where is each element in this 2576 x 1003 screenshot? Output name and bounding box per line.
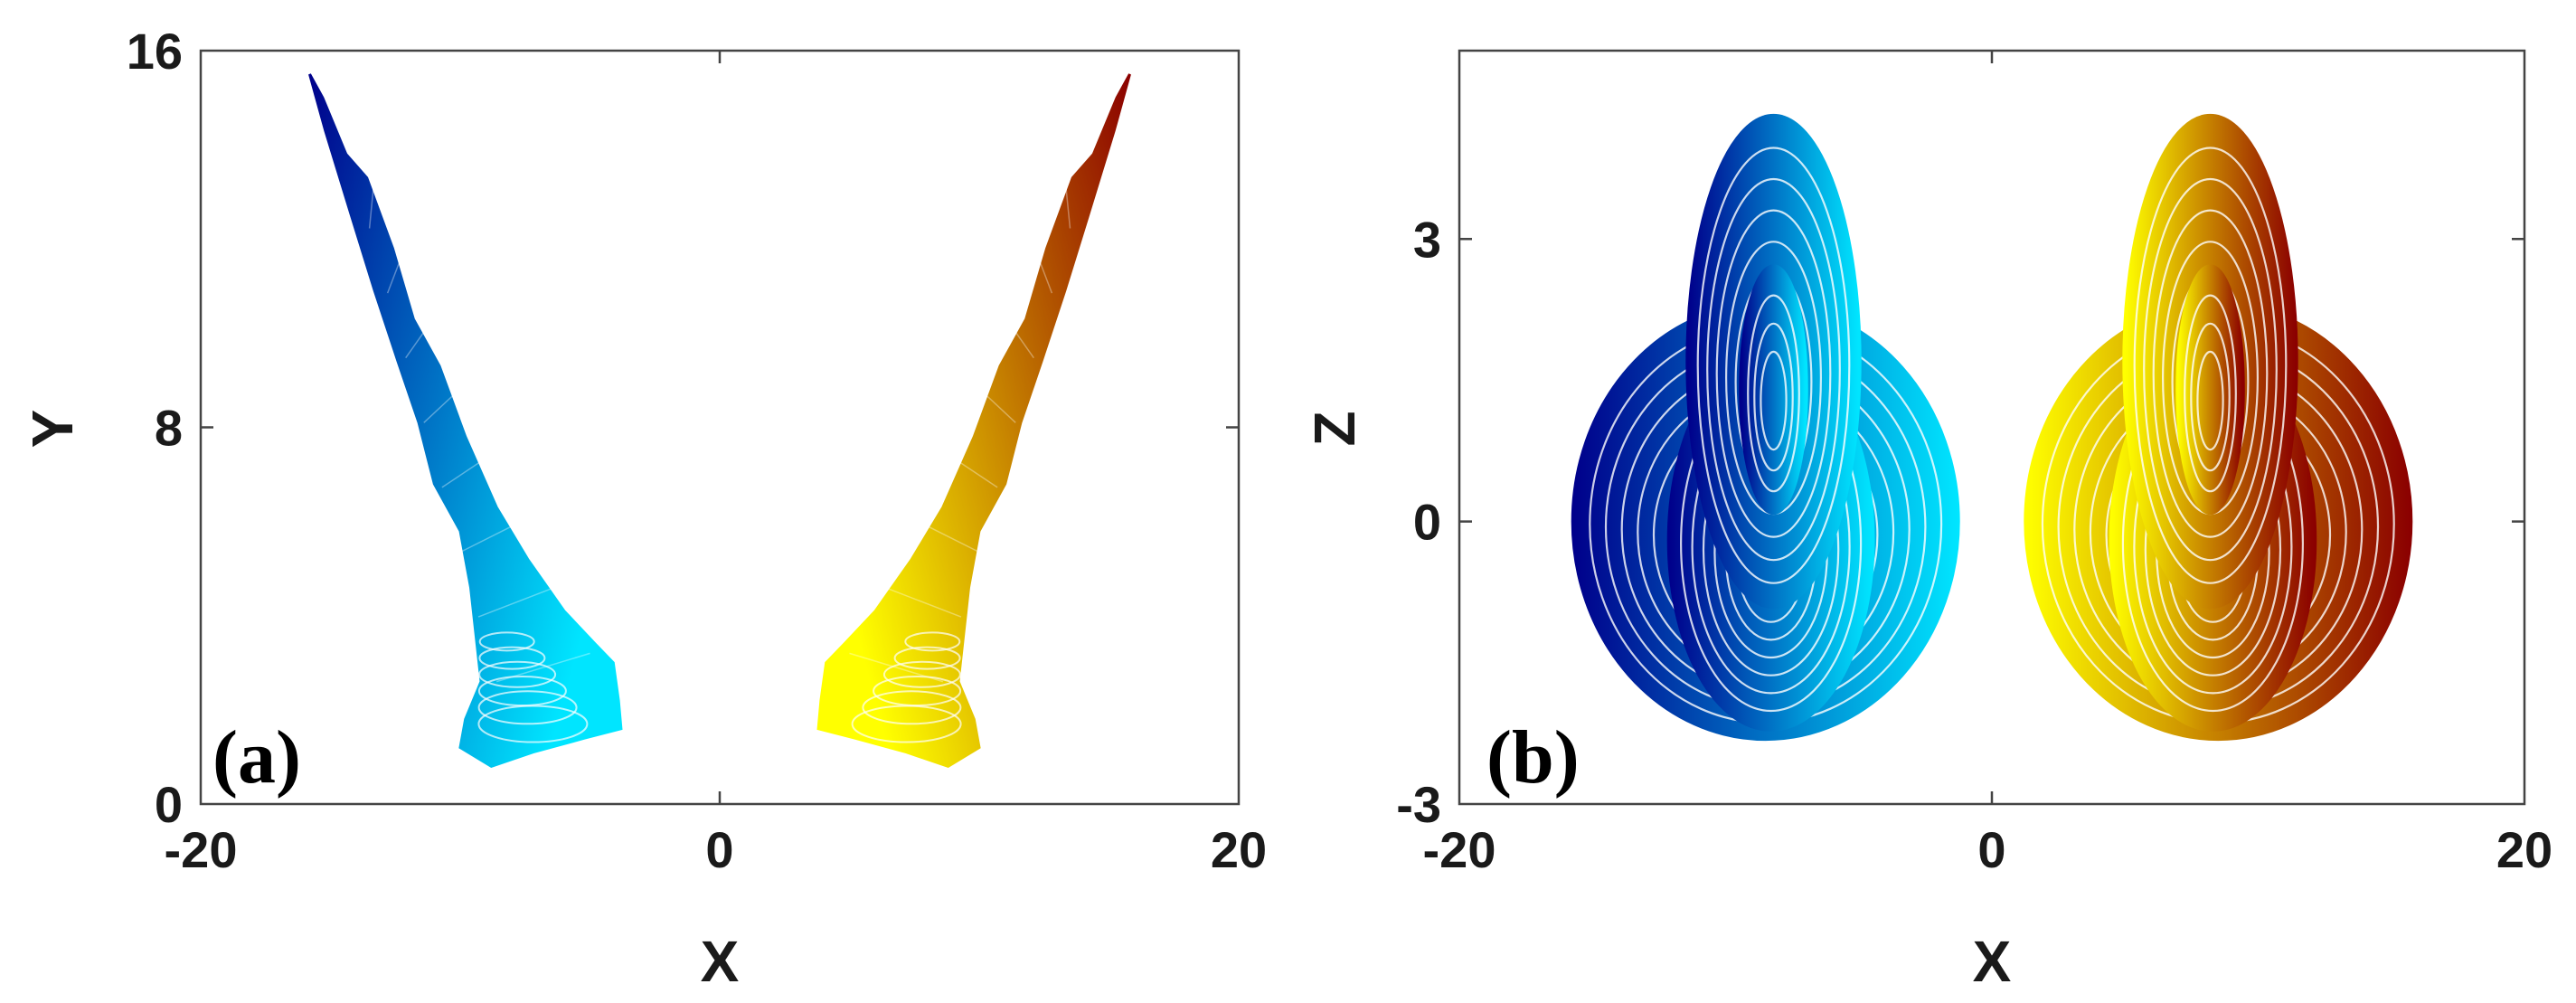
panel-b-orbit-ring (1715, 209, 1832, 538)
panel-b-attractor-left (1571, 113, 1960, 742)
panel-b-orbit-ring (1706, 177, 1841, 562)
panel-a-ytick-label: 8 (155, 400, 183, 457)
panel-b-orbit-ring (2143, 177, 2278, 562)
panel-a-streak (368, 179, 375, 229)
panel-a-series (308, 73, 1131, 769)
panel-b-orbit (1739, 264, 1808, 516)
panel-a-loop (882, 660, 961, 688)
panel-a-xlabel: X (701, 929, 740, 994)
panel-b-xtick-label: 0 (1977, 821, 2005, 878)
panel-a-streak (1064, 179, 1071, 229)
panel-b-label: (b) (1486, 715, 1580, 800)
panel-a-ytick-label: 0 (155, 776, 183, 833)
panel-a-label: (a) (212, 715, 301, 800)
panel-b-orbit-ring (2152, 209, 2269, 538)
panel-b-attractor-right (2024, 113, 2413, 742)
panel-b-orbit-ring (2184, 294, 2237, 493)
panel-a-ylabel: Y (20, 410, 85, 449)
panel-a-loop (477, 676, 567, 706)
panel-b: -20 0 20 -3 0 3 (b) X Z (1302, 49, 2552, 994)
panel-a-xtick-label: 20 (1211, 821, 1267, 878)
panel-a-loop (893, 646, 961, 670)
panel-b-ylabel: Z (1302, 411, 1367, 446)
panel-a-streak (941, 449, 998, 488)
panel-a-streak (972, 382, 1016, 423)
panel-b-series (1571, 113, 2413, 742)
panel-b-ticks: -20 0 20 -3 0 3 (1396, 51, 2552, 878)
panel-a-xtick-label: -20 (165, 821, 238, 878)
panel-b-xtick-label: -20 (1423, 821, 1496, 878)
panel-b-orbit-ring (2190, 322, 2231, 472)
panel-a-attractor-left-loops (368, 179, 590, 743)
panel-b-orbit-ring (1753, 322, 1794, 472)
panel-a-attractor-left (308, 73, 623, 769)
panel-b-ytick-label: 0 (1413, 494, 1441, 551)
panel-a-streak (1003, 314, 1034, 359)
panel-a-streak (459, 517, 529, 554)
panel-b-ytick-label: 3 (1413, 211, 1441, 268)
panel-a-loop (478, 660, 557, 688)
panel-a-streak (880, 584, 962, 618)
panel-a-ytick-label: 16 (127, 23, 183, 80)
panel-b-orbit-ring (1760, 350, 1788, 451)
panel-a-streak (911, 517, 980, 554)
panel-a-loop (478, 646, 546, 670)
panel-a-streak (1033, 247, 1053, 294)
panel-b-orbit (2175, 264, 2245, 516)
panel-a-xtick-label: 0 (705, 821, 733, 878)
panel-a-loop (478, 631, 535, 652)
panel-a-attractor-right (816, 73, 1131, 769)
panel-a-frame (199, 49, 1241, 806)
panel-a-loop (862, 690, 962, 725)
panel-b-orbit-ring (1696, 147, 1851, 584)
panel-a-streak (849, 652, 944, 683)
panel-a-loop (477, 690, 578, 725)
panel-a-streak (386, 247, 406, 294)
panel-a-streak (477, 584, 560, 618)
panel-b-xtick-label: 20 (2496, 821, 2552, 878)
panel-a-loop (904, 631, 961, 652)
panel-a-streak (441, 449, 498, 488)
panel-b-orbit-ring (2133, 147, 2288, 584)
panel-b-xlabel: X (1973, 929, 2012, 994)
panel-a-streak (495, 652, 590, 683)
panel-a-streak (423, 382, 467, 423)
panel-b-orbit-ring (1747, 294, 1800, 493)
panel-a-attractor-right-loops (849, 179, 1071, 743)
panel-b-ytick-label: -3 (1396, 776, 1441, 833)
panel-a-streak (405, 314, 437, 359)
panel-b-orbit-ring (2196, 350, 2224, 451)
panel-a-loop (873, 676, 962, 706)
